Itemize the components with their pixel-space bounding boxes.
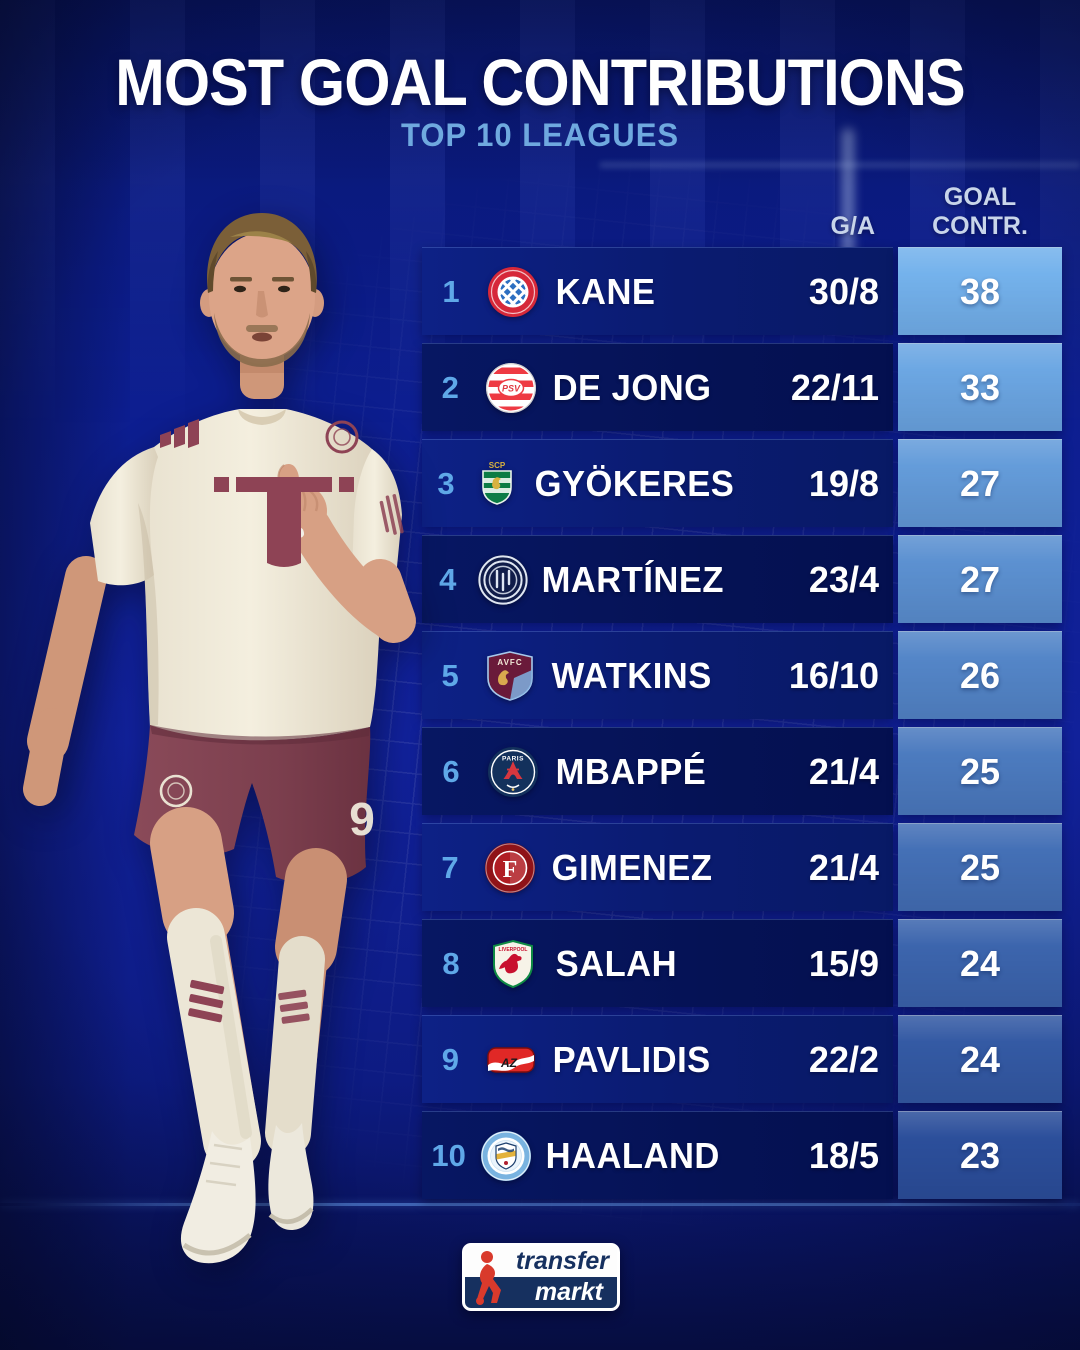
player-name: WATKINS xyxy=(551,654,712,696)
ga-value: 19/8 xyxy=(808,462,879,504)
gc-value: 26 xyxy=(959,654,1001,696)
gc-value: 27 xyxy=(959,558,1001,600)
goal-contributions-cell: 27 xyxy=(898,439,1062,527)
club-badge-liverpool xyxy=(487,938,539,990)
rank-label: 6 xyxy=(442,753,460,789)
table-row: 5 WATKINS 16/10 26 xyxy=(422,631,1062,719)
table-row: 10 HAALAND 18/5 23 xyxy=(422,1111,1062,1199)
player-name: SALAH xyxy=(555,942,678,984)
ga-value: 21/4 xyxy=(808,750,879,792)
ga-value: 30/8 xyxy=(808,270,879,312)
table-row: 2 DE JONG 22/11 33 xyxy=(422,343,1062,431)
club-badge-psv xyxy=(485,362,537,414)
rank-label: 3 xyxy=(437,465,455,501)
player-name: MARTÍNEZ xyxy=(541,558,725,600)
club-badge-mancity xyxy=(480,1130,532,1182)
club-badge-feyenoord xyxy=(484,842,536,894)
logo-player-icon xyxy=(476,1251,501,1305)
ga-value: 16/10 xyxy=(788,654,879,696)
transfermarkt-logo: transfer markt xyxy=(462,1243,620,1311)
gc-value: 24 xyxy=(959,1038,1001,1080)
rank-label: 10 xyxy=(431,1137,466,1173)
table-row: 4 MARTÍNEZ 23/4 27 xyxy=(422,535,1062,623)
column-header-goal-contr: GOAL CONTR. xyxy=(898,183,1062,241)
table-row: 1 KANE 30/8 38 xyxy=(422,247,1062,335)
gc-value: 38 xyxy=(959,270,1001,312)
rank-label: 5 xyxy=(441,657,459,693)
adidas-logo-icon xyxy=(160,419,199,448)
goal-contributions-cell: 38 xyxy=(898,247,1062,335)
goal-contributions-cell: 25 xyxy=(898,727,1062,815)
ranking-table: 1 KANE 30/8 38 2 DE JONG 22/11 33 xyxy=(422,247,1062,1207)
gc-value: 24 xyxy=(959,942,1001,984)
table-row: 7 GIMENEZ 21/4 25 xyxy=(422,823,1062,911)
gc-value: 33 xyxy=(959,366,1001,408)
page-subtitle: TOP 10 LEAGUES xyxy=(400,117,680,153)
gc-value: 27 xyxy=(959,462,1001,504)
club-badge-az xyxy=(485,1034,537,1086)
goal-contributions-cell: 24 xyxy=(898,919,1062,1007)
player-name: GYÖKERES xyxy=(534,462,734,504)
ga-value: 18/5 xyxy=(808,1134,879,1176)
player-name: PAVLIDIS xyxy=(552,1038,711,1080)
club-badge-inter xyxy=(477,554,529,606)
column-header-ga: G/A xyxy=(830,212,875,240)
rank-label: 2 xyxy=(441,369,459,405)
rank-label: 1 xyxy=(442,273,460,309)
club-badge-astonvilla xyxy=(484,650,536,702)
club-crest-icon xyxy=(325,420,359,454)
ga-value: 21/4 xyxy=(808,846,879,888)
player-name: KANE xyxy=(555,270,656,312)
club-badge-psg xyxy=(487,746,539,798)
table-row: 3 GYÖKERES 19/8 27 xyxy=(422,439,1062,527)
crossbar-blur xyxy=(600,162,1080,168)
ga-value: 23/4 xyxy=(808,558,879,600)
goal-contributions-cell: 23 xyxy=(898,1111,1062,1199)
player-photo: 9 xyxy=(23,213,416,1264)
column-header-goal: GOAL xyxy=(943,183,1017,211)
club-badge-bayern xyxy=(487,266,539,318)
table-row: 9 PAVLIDIS 22/2 24 xyxy=(422,1015,1062,1103)
player-name: GIMENEZ xyxy=(551,846,713,888)
goal-contributions-cell: 27 xyxy=(898,535,1062,623)
gc-value: 25 xyxy=(959,750,1001,792)
goal-contributions-cell: 26 xyxy=(898,631,1062,719)
goal-contributions-cell: 33 xyxy=(898,343,1062,431)
ga-value: 15/9 xyxy=(808,942,879,984)
rank-label: 9 xyxy=(441,1041,459,1077)
player-name: DE JONG xyxy=(552,366,712,408)
page-title: MOST GOAL CONTRIBUTIONS xyxy=(115,45,965,119)
gc-value: 23 xyxy=(959,1134,1001,1176)
telekom-t-logo-icon xyxy=(214,477,354,567)
rank-label: 7 xyxy=(441,849,459,885)
column-header-contr: CONTR. xyxy=(932,212,1028,240)
ga-value: 22/2 xyxy=(808,1038,879,1080)
player-name: MBAPPÉ xyxy=(555,750,707,792)
rank-label: 8 xyxy=(442,945,460,981)
goal-contributions-cell: 25 xyxy=(898,823,1062,911)
ga-value: 22/11 xyxy=(790,366,879,408)
table-row: 6 MBAPPÉ 21/4 25 xyxy=(422,727,1062,815)
gc-value: 25 xyxy=(959,846,1001,888)
table-row: 8 SALAH 15/9 24 xyxy=(422,919,1062,1007)
player-name: HAALAND xyxy=(545,1134,720,1176)
goal-contributions-cell: 24 xyxy=(898,1015,1062,1103)
rank-label: 4 xyxy=(439,561,457,597)
svg-text:9: 9 xyxy=(349,793,375,845)
